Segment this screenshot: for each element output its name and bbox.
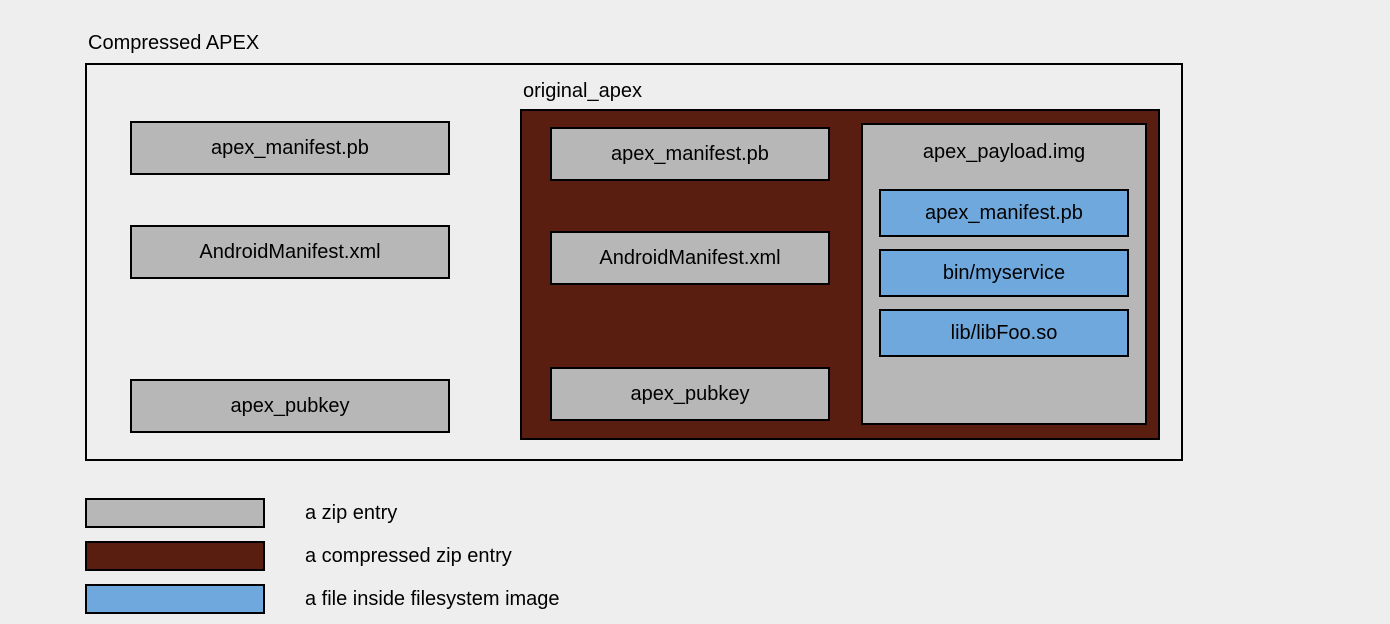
legend-label-fs: a file inside filesystem image	[305, 588, 560, 611]
legend-swatch-fs	[85, 584, 265, 614]
zip-entry-label: apex_pubkey	[231, 395, 350, 418]
fs-file-lib-libfoo: lib/libFoo.so	[879, 309, 1129, 357]
fs-file-bin-myservice: bin/myservice	[879, 249, 1129, 297]
inner-zip-apex-pubkey: apex_pubkey	[550, 367, 830, 421]
zip-entry-label: apex_pubkey	[631, 383, 750, 406]
inner-zip-apex-manifest: apex_manifest.pb	[550, 127, 830, 181]
zip-entry-apex-pubkey: apex_pubkey	[130, 379, 450, 433]
zip-entry-android-manifest: AndroidManifest.xml	[130, 225, 450, 279]
diagram-title: Compressed APEX	[88, 32, 259, 55]
zip-entry-label: AndroidManifest.xml	[199, 241, 380, 264]
original-apex-title: original_apex	[523, 80, 642, 103]
apex-payload-title: apex_payload.img	[863, 141, 1145, 164]
zip-entry-label: apex_manifest.pb	[211, 137, 369, 160]
fs-file-label: bin/myservice	[943, 262, 1065, 285]
inner-zip-android-manifest: AndroidManifest.xml	[550, 231, 830, 285]
fs-file-label: lib/libFoo.so	[951, 322, 1058, 345]
legend-swatch-zip	[85, 498, 265, 528]
legend-swatch-compressed	[85, 541, 265, 571]
zip-entry-label: apex_manifest.pb	[611, 143, 769, 166]
legend-label-zip: a zip entry	[305, 502, 397, 525]
fs-file-apex-manifest: apex_manifest.pb	[879, 189, 1129, 237]
fs-file-label: apex_manifest.pb	[925, 202, 1083, 225]
zip-entry-label: AndroidManifest.xml	[599, 247, 780, 270]
zip-entry-apex-manifest: apex_manifest.pb	[130, 121, 450, 175]
legend-label-compressed: a compressed zip entry	[305, 545, 512, 568]
